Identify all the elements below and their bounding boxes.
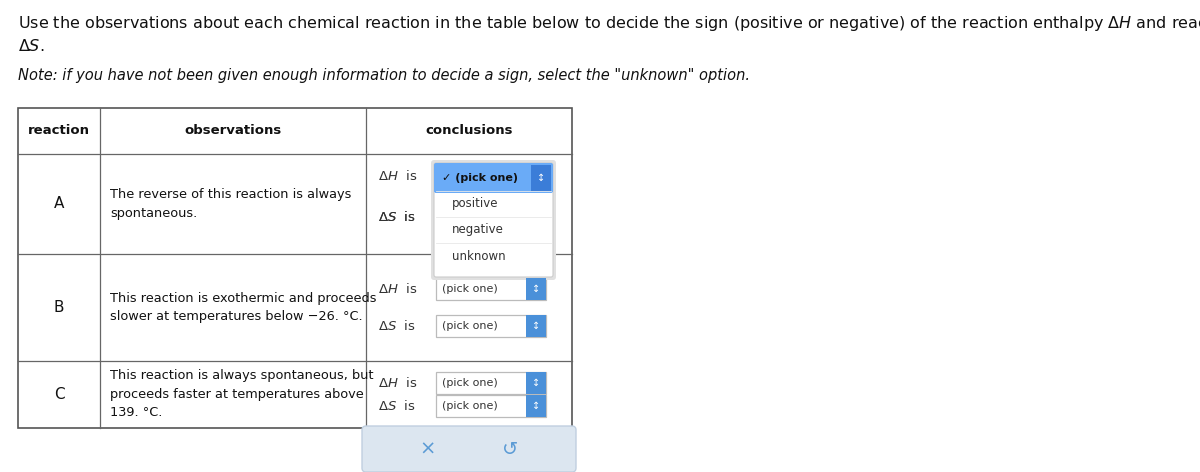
Text: $\Delta S$  is: $\Delta S$ is	[378, 319, 416, 333]
Text: ↕: ↕	[532, 320, 540, 331]
Text: negative: negative	[452, 224, 504, 236]
FancyBboxPatch shape	[526, 315, 546, 337]
FancyBboxPatch shape	[431, 160, 556, 280]
Text: (pick one): (pick one)	[442, 320, 498, 331]
Text: $\Delta S$  is: $\Delta S$ is	[378, 210, 416, 224]
FancyBboxPatch shape	[436, 395, 546, 417]
Text: ↕: ↕	[532, 401, 540, 411]
Text: This reaction is always spontaneous, but
proceeds faster at temperatures above
1: This reaction is always spontaneous, but…	[110, 370, 373, 420]
Text: ↕: ↕	[536, 173, 545, 183]
FancyBboxPatch shape	[434, 163, 553, 277]
FancyBboxPatch shape	[18, 108, 572, 428]
Text: unknown: unknown	[452, 250, 505, 262]
Text: This reaction is exothermic and proceeds
slower at temperatures below −26. °C.: This reaction is exothermic and proceeds…	[110, 292, 377, 323]
Text: reaction: reaction	[28, 125, 90, 137]
Text: $\Delta S$.: $\Delta S$.	[18, 38, 44, 54]
FancyBboxPatch shape	[526, 395, 546, 417]
Text: (pick one): (pick one)	[442, 401, 498, 411]
Text: The reverse of this reaction is always
spontaneous.: The reverse of this reaction is always s…	[110, 188, 352, 220]
Text: $\Delta H$  is: $\Delta H$ is	[378, 169, 418, 183]
FancyBboxPatch shape	[526, 372, 546, 394]
Text: C: C	[54, 387, 65, 402]
Text: ↺: ↺	[502, 439, 518, 458]
Text: ↕: ↕	[532, 378, 540, 388]
Text: ↕: ↕	[532, 284, 540, 295]
Text: (pick one): (pick one)	[442, 378, 498, 388]
FancyBboxPatch shape	[436, 206, 546, 228]
Text: $\Delta H$  is: $\Delta H$ is	[378, 376, 418, 390]
Text: B: B	[54, 300, 65, 315]
FancyBboxPatch shape	[526, 206, 546, 228]
Text: ×: ×	[420, 439, 436, 458]
Text: conclusions: conclusions	[425, 125, 512, 137]
Text: Use the observations about each chemical reaction in the table below to decide t: Use the observations about each chemical…	[18, 14, 1200, 33]
FancyBboxPatch shape	[436, 315, 546, 337]
Text: ↕: ↕	[532, 212, 540, 222]
Text: (pick one): (pick one)	[442, 212, 498, 222]
Text: Note: if you have not been given enough information to decide a sign, select the: Note: if you have not been given enough …	[18, 68, 750, 83]
Text: A: A	[54, 196, 64, 211]
FancyBboxPatch shape	[436, 278, 546, 300]
Text: $\Delta S$  is: $\Delta S$ is	[378, 210, 416, 224]
Text: (pick one): (pick one)	[442, 284, 498, 295]
FancyBboxPatch shape	[530, 165, 551, 191]
Text: ✓ (pick one): ✓ (pick one)	[442, 173, 518, 183]
Text: positive: positive	[452, 197, 498, 211]
FancyBboxPatch shape	[362, 426, 576, 472]
FancyBboxPatch shape	[434, 163, 553, 193]
Text: $\Delta H$  is: $\Delta H$ is	[378, 282, 418, 296]
FancyBboxPatch shape	[436, 372, 546, 394]
FancyBboxPatch shape	[526, 278, 546, 300]
Text: observations: observations	[185, 125, 282, 137]
Text: $\Delta S$  is: $\Delta S$ is	[378, 399, 416, 413]
